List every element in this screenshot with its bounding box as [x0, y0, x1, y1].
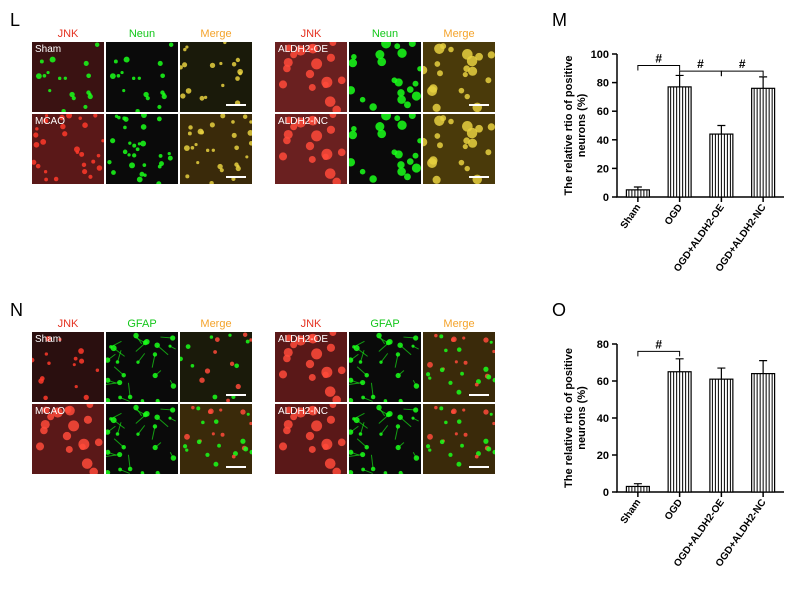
svg-text:100: 100	[591, 49, 609, 61]
micro-cell	[423, 114, 495, 184]
svg-text:60: 60	[597, 106, 609, 118]
micro-cell: Sham	[32, 332, 104, 402]
micro-cell	[349, 114, 421, 184]
micro-cell	[180, 42, 252, 112]
micro-cell: MCAO	[32, 404, 104, 474]
svg-text:0: 0	[603, 487, 609, 499]
micro-cell	[106, 42, 178, 112]
row-label: ALDH2-OE	[278, 334, 328, 345]
svg-text:Sham: Sham	[619, 497, 644, 526]
chart-M: 0 20 40 60 80 100The relative rtio of positiv…	[562, 30, 792, 275]
micro-row: ALDH2-OE	[275, 332, 495, 402]
micro-cell: ALDH2-NC	[275, 404, 347, 474]
svg-text:The relative rtio of positiven: The relative rtio of positiveneurons (%)	[563, 56, 588, 196]
row-label: ALDH2-NC	[278, 116, 328, 127]
micro-header: JNK	[32, 318, 104, 330]
scale-bar	[226, 176, 246, 178]
micro-cell	[349, 42, 421, 112]
panel-label-N: N	[10, 300, 23, 321]
micro-header: JNK	[275, 28, 347, 40]
scale-bar	[226, 466, 246, 468]
svg-text:40: 40	[597, 135, 609, 147]
svg-text:The relative rtio of positiven: The relative rtio of positiveneurons (%)	[563, 348, 588, 488]
micro-header: Merge	[423, 28, 495, 40]
scale-bar	[226, 394, 246, 396]
svg-text:60: 60	[597, 376, 609, 388]
svg-text:#: #	[739, 57, 746, 71]
svg-text:OGD: OGD	[663, 202, 685, 227]
micro-row: ALDH2-OE	[275, 42, 495, 112]
micro-cell	[423, 42, 495, 112]
svg-text:20: 20	[597, 450, 609, 462]
micro-row: Sham	[32, 42, 252, 112]
svg-text:#: #	[655, 337, 662, 351]
micro-row: ALDH2-NC	[275, 404, 495, 474]
row-label: ALDH2-OE	[278, 44, 328, 55]
micro-cell	[180, 332, 252, 402]
micro-header: Merge	[180, 28, 252, 40]
scale-bar	[469, 466, 489, 468]
svg-text:40: 40	[597, 413, 609, 425]
micro-cell	[349, 332, 421, 402]
micro-row: Sham	[32, 332, 252, 402]
micro-cell: ALDH2-NC	[275, 114, 347, 184]
micro-cell: ALDH2-OE	[275, 332, 347, 402]
panel-label-L: L	[10, 10, 20, 31]
micro-cell	[106, 114, 178, 184]
micro-cell	[423, 332, 495, 402]
row-label: Sham	[35, 334, 61, 345]
scale-bar	[469, 394, 489, 396]
micro-header: GFAP	[349, 318, 421, 330]
svg-text:80: 80	[597, 339, 609, 351]
svg-text:#: #	[697, 57, 704, 71]
micro-cell	[180, 114, 252, 184]
micro-header: GFAP	[106, 318, 178, 330]
scale-bar	[469, 176, 489, 178]
micro-cell	[106, 404, 178, 474]
row-label: ALDH2-NC	[278, 406, 328, 417]
svg-text:0: 0	[603, 192, 609, 204]
scale-bar	[469, 104, 489, 106]
micro-cell: ALDH2-OE	[275, 42, 347, 112]
row-label: MCAO	[35, 116, 65, 127]
panel-label-O: O	[552, 300, 566, 321]
scale-bar	[226, 104, 246, 106]
svg-text:80: 80	[597, 78, 609, 90]
micro-grid-L_left: JNKNeunMerge Sham MCAO	[32, 28, 252, 184]
micro-cell: Sham	[32, 42, 104, 112]
micro-cell	[349, 404, 421, 474]
micro-header: JNK	[32, 28, 104, 40]
svg-text:20: 20	[597, 163, 609, 175]
row-label: MCAO	[35, 406, 65, 417]
svg-text:OGD: OGD	[663, 497, 685, 522]
micro-row: MCAO	[32, 114, 252, 184]
row-label: Sham	[35, 44, 61, 55]
micro-cell	[106, 332, 178, 402]
micro-header: Neun	[106, 28, 178, 40]
svg-text:#: #	[655, 51, 662, 65]
micro-cell	[423, 404, 495, 474]
micro-cell	[180, 404, 252, 474]
micro-header: Merge	[423, 318, 495, 330]
micro-header: Merge	[180, 318, 252, 330]
micro-row: MCAO	[32, 404, 252, 474]
micro-row: ALDH2-NC	[275, 114, 495, 184]
micro-header: Neun	[349, 28, 421, 40]
micro-grid-N_left: JNKGFAPMerge Sham MCAO	[32, 318, 252, 474]
micro-grid-N_right: JNKGFAPMerge ALDH2-OE ALDH2-NC	[275, 318, 495, 474]
micro-cell: MCAO	[32, 114, 104, 184]
chart-O: 0 20 40 60 80 The relative rtio of positivene…	[562, 320, 792, 570]
panel-label-M: M	[552, 10, 567, 31]
micro-header: JNK	[275, 318, 347, 330]
micro-grid-L_right: JNKNeunMerge ALDH2-OE ALDH2-NC	[275, 28, 495, 184]
svg-text:Sham: Sham	[619, 202, 644, 231]
